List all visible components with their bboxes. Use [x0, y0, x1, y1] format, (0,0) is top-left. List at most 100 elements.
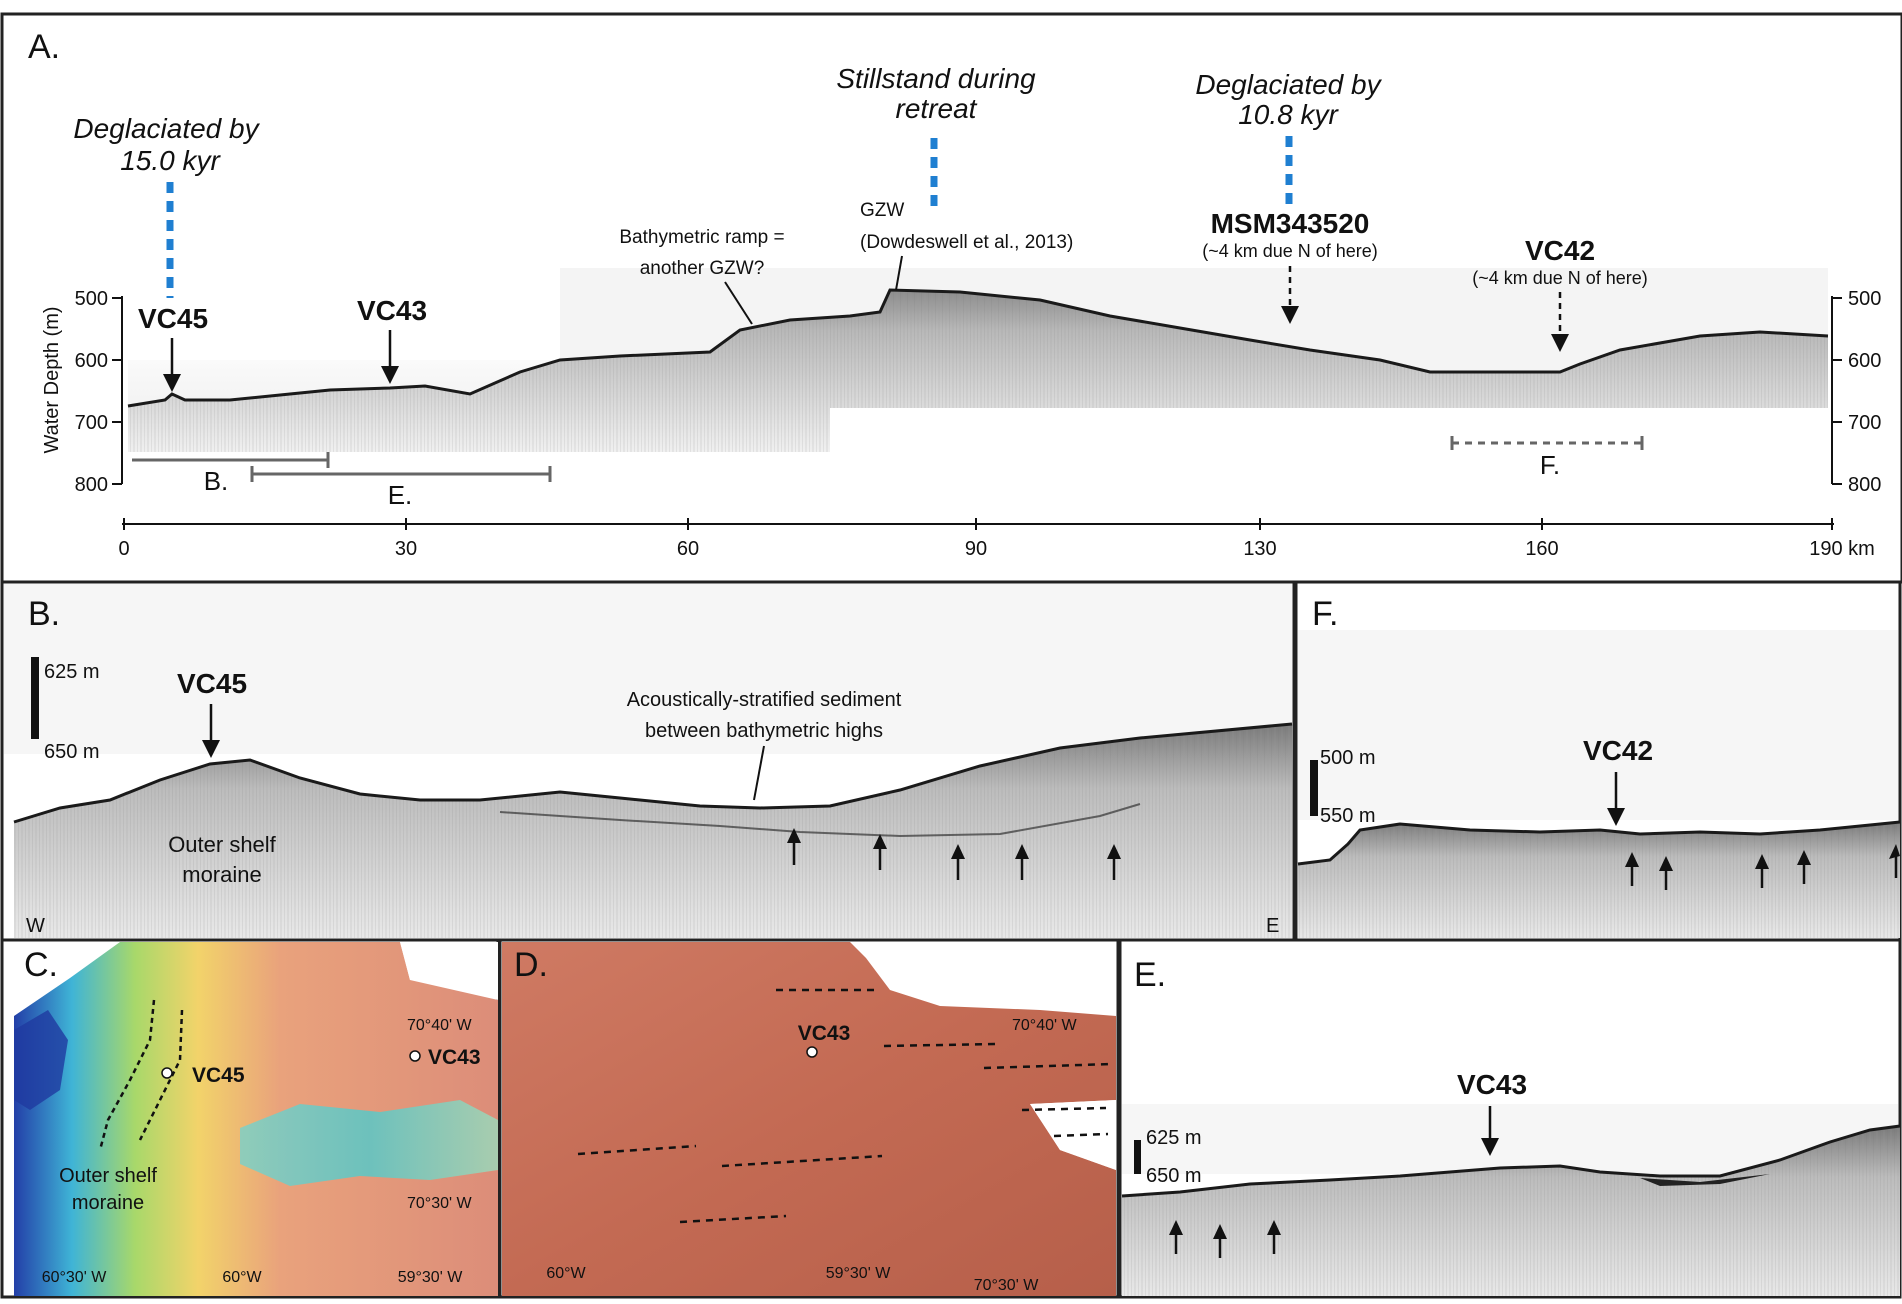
panel-f-up-arrow-4 [1797, 850, 1811, 884]
x-axis-ticks: 0 30 60 90 130 160 190 km [118, 518, 1875, 560]
panel-d-lineation-3 [983, 1062, 1113, 1070]
core-label-vc43: VC43 [357, 295, 427, 326]
panel-d-label: D. [514, 946, 548, 984]
x-label-160: 160 [1525, 538, 1558, 560]
y-label-left-600: 600 [75, 350, 108, 372]
panel-c-lat-lower: 70°30' W [407, 1195, 472, 1212]
y-axis-title: Water Depth (m) [41, 306, 63, 453]
annotation-gzw: GZW [860, 200, 904, 221]
panel-e-scale-top: 625 m [1146, 1127, 1202, 1149]
x-label-130: 130 [1243, 538, 1276, 560]
annotation-ramp-line2: another GZW? [640, 258, 765, 279]
panel-d-bathymetry [502, 942, 1116, 1296]
arrow-head-vc43 [381, 366, 399, 384]
panel-b-seabed-line [13, 722, 1293, 824]
panel-a-label: A. [28, 28, 60, 66]
panel-c-core-label-vc43: VC43 [428, 1046, 481, 1069]
y-label-left-500: 500 [75, 288, 108, 310]
panel-e-label: E. [1134, 956, 1166, 994]
panel-f-water [1298, 630, 1898, 820]
panel-c-deep-trough [14, 1010, 68, 1110]
x-label-60: 60 [677, 538, 699, 560]
panel-b: B. 625 m 650 m VC45 Acoustically-stratif… [0, 580, 1296, 942]
range-label-f: F. [1540, 450, 1560, 480]
panel-b-scale-top: 625 m [44, 661, 100, 683]
panel-b-annotation-strat-line2: between bathymetric highs [645, 720, 883, 742]
panel-f-up-arrow-2 [1659, 856, 1673, 890]
core-label-vc42: VC42 [1525, 235, 1595, 266]
x-label-90: 90 [965, 538, 987, 560]
range-label-e: E. [388, 480, 413, 510]
annotation-stillstand-line1: Stillstand during [836, 63, 1036, 94]
panel-c-moraine-line2: moraine [72, 1192, 144, 1214]
arrow-head-vc42 [1551, 334, 1569, 352]
panel-b-water [4, 584, 1292, 754]
panel-b-leader-strat [753, 745, 765, 801]
panel-f-scale-bar [1310, 760, 1318, 816]
panel-f-label: F. [1312, 595, 1338, 633]
panel-c-lon-tick-1: 60°30' W [42, 1269, 107, 1286]
panel-c-moraine-outline-right [138, 1009, 184, 1141]
x-label-190: 190 km [1809, 538, 1875, 560]
x-label-0: 0 [118, 538, 129, 560]
panel-b-annotation-strat-line1: Acoustically-stratified sediment [627, 689, 902, 711]
panel-e-up-arrow-2 [1213, 1224, 1227, 1258]
panel-b-arrow-head-vc45 [202, 740, 220, 758]
panel-d-lineation-6 [577, 1144, 697, 1156]
panel-c-label: C. [24, 946, 58, 984]
panel-d-lineation-8 [679, 1214, 787, 1224]
leader-gzw [895, 255, 903, 291]
panel-f-scale-top: 500 m [1320, 747, 1376, 769]
panel-e-scale-bar [1134, 1140, 1141, 1174]
panel-e: E. VC43 625 m 650 m [1118, 938, 1902, 1299]
panel-d-core-marker-vc43 [806, 1046, 818, 1058]
core-note-msm343520: (~4 km due N of here) [1202, 241, 1378, 261]
annotation-stillstand-line2: retreat [896, 93, 978, 124]
annotation-ramp-line1: Bathymetric ramp = [619, 227, 784, 248]
panel-c-shallow-band [240, 1100, 498, 1186]
range-label-b: B. [204, 466, 229, 496]
panel-b-core-label-vc45: VC45 [177, 668, 247, 699]
panel-f-seabed-line [1297, 820, 1901, 866]
panel-b-east-label: E [1266, 915, 1279, 937]
panel-c-land-white [400, 942, 498, 1000]
panel-e-profile-texture [1122, 1126, 1900, 1296]
annotation-deglaciated-108-line2: 10.8 kyr [1238, 99, 1339, 130]
panel-f-up-arrow-5 [1889, 844, 1900, 878]
y-label-right-800: 800 [1848, 474, 1881, 496]
panel-b-stratified-reflector [499, 803, 1141, 838]
panel-f-core-label-vc42: VC42 [1583, 735, 1653, 766]
panel-a-seabed-line [127, 288, 1829, 408]
panel-b-up-arrow-3 [951, 844, 965, 880]
panel-b-west-label: W [26, 915, 45, 937]
panel-e-seabed-line [1121, 1124, 1901, 1198]
panel-f-up-arrow-1 [1625, 852, 1639, 886]
panel-c-core-label-vc45: VC45 [192, 1064, 245, 1087]
y-label-right-700: 700 [1848, 412, 1881, 434]
panel-e-dark-lens [1640, 1174, 1770, 1186]
panel-e-reflector-arrows [1169, 1220, 1281, 1258]
annotation-deglaciated-15-line2: 15.0 kyr [120, 145, 221, 176]
panel-c-bathymetry [14, 942, 498, 1296]
panel-b-up-arrow-1 [787, 828, 801, 865]
panel-b-label: B. [28, 595, 60, 633]
panel-e-scale-bottom: 650 m [1146, 1165, 1202, 1187]
panel-e-core-label-vc43: VC43 [1457, 1069, 1527, 1100]
core-label-msm343520: MSM343520 [1211, 208, 1370, 239]
panel-f-up-arrow-3 [1755, 854, 1769, 888]
core-note-vc42: (~4 km due N of here) [1472, 268, 1648, 288]
y-label-right-600: 600 [1848, 350, 1881, 372]
panel-f: F. 500 m 550 m VC42 [1294, 580, 1902, 942]
panel-d-lat-upper: 70°40' W [1012, 1017, 1077, 1034]
y-label-right-500: 500 [1848, 288, 1881, 310]
panel-b-moraine-line2: moraine [182, 862, 261, 887]
x-label-30: 30 [395, 538, 417, 560]
panel-d-lon-tick-3: 70°30' W [974, 1277, 1039, 1294]
panel-d-lineation-4 [1021, 1106, 1107, 1112]
annotation-deglaciated-108-line1: Deglaciated by [1195, 69, 1382, 100]
panel-b-scale-bottom: 650 m [44, 741, 100, 763]
panel-b-up-arrow-4 [1015, 844, 1029, 880]
panel-c-lon-tick-2: 60°W [222, 1269, 262, 1286]
